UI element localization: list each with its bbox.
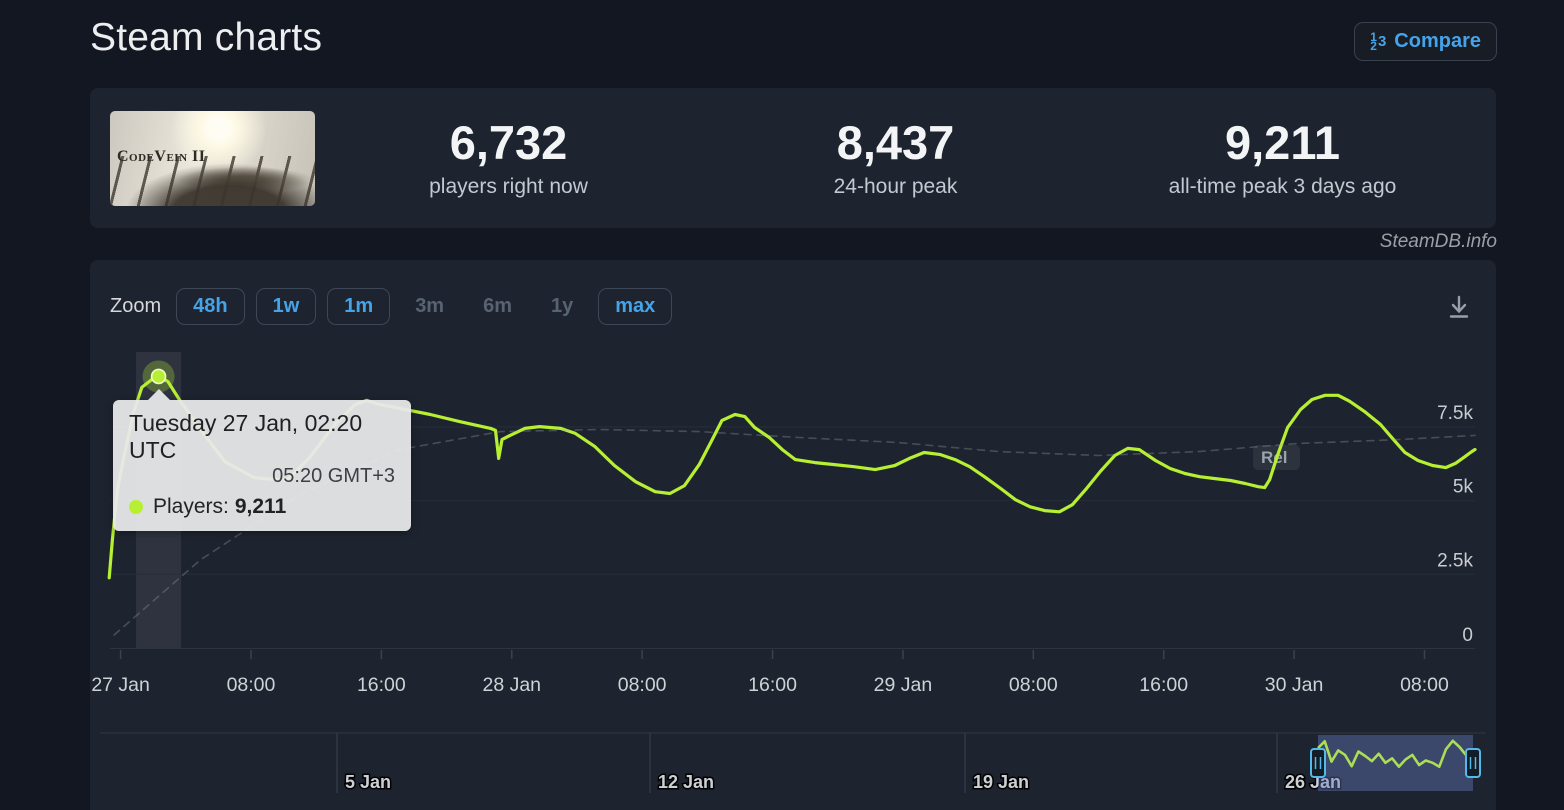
capsule-art xyxy=(110,156,315,206)
peak-alltime-value: 9,211 xyxy=(1224,116,1341,170)
y-tick-label: 2.5k xyxy=(1437,550,1473,571)
zoom-button-group: 48h 1w 1m 3m 6m 1y max xyxy=(176,288,683,325)
zoom-button-1m[interactable]: 1m xyxy=(327,288,391,325)
chart-toolbar: Zoom 48h 1w 1m 3m 6m 1y max xyxy=(110,288,1474,325)
download-icon xyxy=(1449,295,1469,318)
tooltip-players-row: Players: 9,211 xyxy=(129,495,395,519)
tooltip-local-time: 05:20 GMT+3 xyxy=(272,465,395,487)
peak-24h-label: 24-hour peak xyxy=(833,174,958,198)
navigator-week-label: 12 Jan xyxy=(658,772,714,792)
zoom-button-6m: 6m xyxy=(469,288,526,325)
players-now-label: players right now xyxy=(429,174,588,198)
x-tick-label: 30 Jan xyxy=(1265,674,1324,696)
steamdb-watermark: SteamDB.info xyxy=(1379,231,1497,252)
zoom-button-max[interactable]: max xyxy=(598,288,673,325)
tooltip-caret xyxy=(148,389,170,400)
series-marker-dot xyxy=(129,500,143,514)
x-tick-label: 16:00 xyxy=(1139,674,1188,696)
release-flag-label: Rel xyxy=(1261,448,1287,467)
x-tick-label: 27 Jan xyxy=(91,674,150,696)
x-tick-label: 16:00 xyxy=(748,674,797,696)
y-tick-label: 7.5k xyxy=(1437,403,1473,424)
stat-players-now: 6,732 players right now xyxy=(315,117,702,199)
page-title: Steam charts xyxy=(90,16,323,59)
tooltip-players-value: 9,211 xyxy=(234,495,287,518)
peak-alltime-label: all-time peak 3 days ago xyxy=(1168,174,1397,198)
x-tick-label: 16:00 xyxy=(357,674,406,696)
stat-24h-peak: 8,437 24-hour peak xyxy=(702,117,1089,199)
players-now-value: 6,732 xyxy=(449,116,568,170)
zoom-label: Zoom xyxy=(110,295,162,317)
navigator-sparkline xyxy=(1317,739,1474,769)
tooltip-date: Tuesday 27 Jan, 02:20 UTC xyxy=(129,410,363,463)
compare-button-label: Compare xyxy=(1394,30,1481,52)
navigator-week-label: 5 Jan xyxy=(345,772,391,792)
hover-marker xyxy=(150,368,167,385)
y-tick-label-zero: 0 xyxy=(1462,625,1473,646)
x-tick-label: 08:00 xyxy=(618,674,667,696)
x-tick-label: 08:00 xyxy=(1400,674,1449,696)
tooltip-series-label: Players: xyxy=(153,495,229,518)
peak-24h-value: 8,437 xyxy=(836,116,955,170)
y-tick-label: 5k xyxy=(1453,477,1474,498)
players-chart[interactable]: 2.5k 5k 7.5k 0 27 Jan 08:00 16:00 28 Jan 08:00 16… xyxy=(90,260,1496,810)
download-button[interactable] xyxy=(1444,292,1474,322)
game-capsule[interactable]: CodeVein II xyxy=(110,110,315,206)
chart-tooltip: Tuesday 27 Jan, 02:20 UTC 05:20 GMT+3 Pl… xyxy=(113,389,411,531)
navigator-handle-left[interactable] xyxy=(1310,748,1326,778)
zoom-button-1w[interactable]: 1w xyxy=(255,288,317,325)
chart-panel: Zoom 48h 1w 1m 3m 6m 1y max 2.5k 5k 7.5k 0 27 Jan 0… xyxy=(90,260,1496,810)
x-tick-label: 28 Jan xyxy=(482,674,541,696)
x-tick-label: 29 Jan xyxy=(874,674,933,696)
navigator-week-label: 19 Jan xyxy=(973,772,1029,792)
series-trend-dashed xyxy=(113,428,1476,636)
zoom-button-3m: 3m xyxy=(401,288,458,325)
stats-panel: CodeVein II 6,732 players right now 8,43… xyxy=(90,88,1496,228)
x-tick-label: 08:00 xyxy=(1009,674,1058,696)
navigator-handle-right[interactable] xyxy=(1465,748,1481,778)
zoom-button-48h[interactable]: 48h xyxy=(176,288,245,325)
zoom-button-1y: 1y xyxy=(537,288,587,325)
x-tick-label: 08:00 xyxy=(227,674,276,696)
stat-alltime-peak: 9,211 all-time peak 3 days ago xyxy=(1089,117,1476,199)
game-capsule-title: CodeVein II xyxy=(117,147,206,165)
navigator-week-label: 26 Jan xyxy=(1285,772,1341,792)
